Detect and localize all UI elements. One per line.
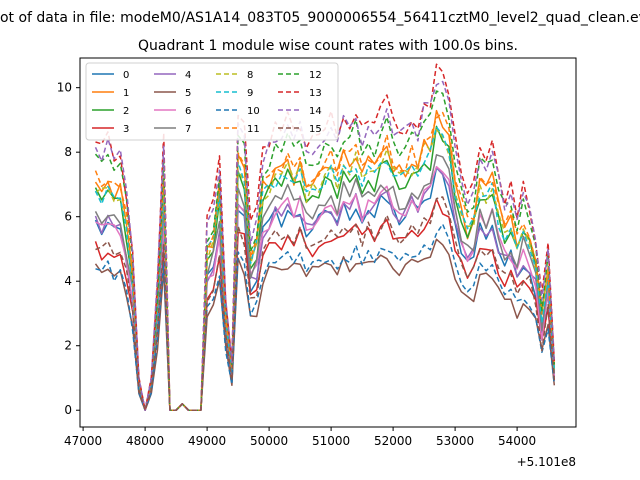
plot-area: 47000 48000 49000 50000 51000 52000 53000 54000… <box>57 57 577 469</box>
legend-box <box>85 62 339 141</box>
x-offset-label: +5.101e8 <box>517 455 576 469</box>
x-tick-label: 54000 <box>498 434 536 448</box>
y-axis: 0 2 4 6 8 10 <box>57 81 80 417</box>
legend-label-2: 2 <box>123 106 129 117</box>
x-tick-label: 51000 <box>312 434 350 448</box>
plot-title: Quadrant 1 module wise count rates with … <box>138 38 518 54</box>
legend-label-15: 15 <box>309 124 322 135</box>
legend-label-0: 0 <box>123 70 129 81</box>
x-tick-label: 52000 <box>374 434 412 448</box>
legend-label-13: 13 <box>309 88 322 99</box>
x-tick-label: 48000 <box>126 434 164 448</box>
legend-label-9: 9 <box>247 88 253 99</box>
legend-label-12: 12 <box>309 70 322 81</box>
legend-label-5: 5 <box>185 88 191 99</box>
legend-label-11: 11 <box>247 124 260 135</box>
legend-label-10: 10 <box>247 106 260 117</box>
series-line-10 <box>95 223 556 411</box>
x-tick-label: 49000 <box>188 434 226 448</box>
series-line-15 <box>95 196 556 411</box>
y-tick-label: 0 <box>64 403 72 417</box>
legend-label-4: 4 <box>185 70 191 81</box>
y-tick-label: 8 <box>64 145 72 159</box>
y-tick-label: 4 <box>64 274 72 288</box>
x-tick-label: 50000 <box>250 434 288 448</box>
figure-suptitle: Plot of data in file: modeM0/AS1A14_083T… <box>0 10 640 26</box>
y-tick-label: 6 <box>64 210 72 224</box>
legend-label-3: 3 <box>123 124 129 135</box>
series-line-12 <box>94 90 556 411</box>
x-tick-label: 53000 <box>436 434 474 448</box>
y-tick-label: 2 <box>64 339 72 353</box>
legend-label-6: 6 <box>185 106 191 117</box>
legend-label-14: 14 <box>309 106 322 117</box>
legend-label-8: 8 <box>247 70 253 81</box>
axes-frame <box>79 57 577 428</box>
x-tick-label: 47000 <box>64 434 102 448</box>
x-axis: 47000 48000 49000 50000 51000 52000 53000 54000 <box>64 427 536 448</box>
series-layer <box>94 63 556 411</box>
y-tick-label: 10 <box>57 81 72 95</box>
legend-label-7: 7 <box>185 124 191 135</box>
series-line-11 <box>94 111 556 411</box>
legend-label-1: 1 <box>123 88 129 99</box>
